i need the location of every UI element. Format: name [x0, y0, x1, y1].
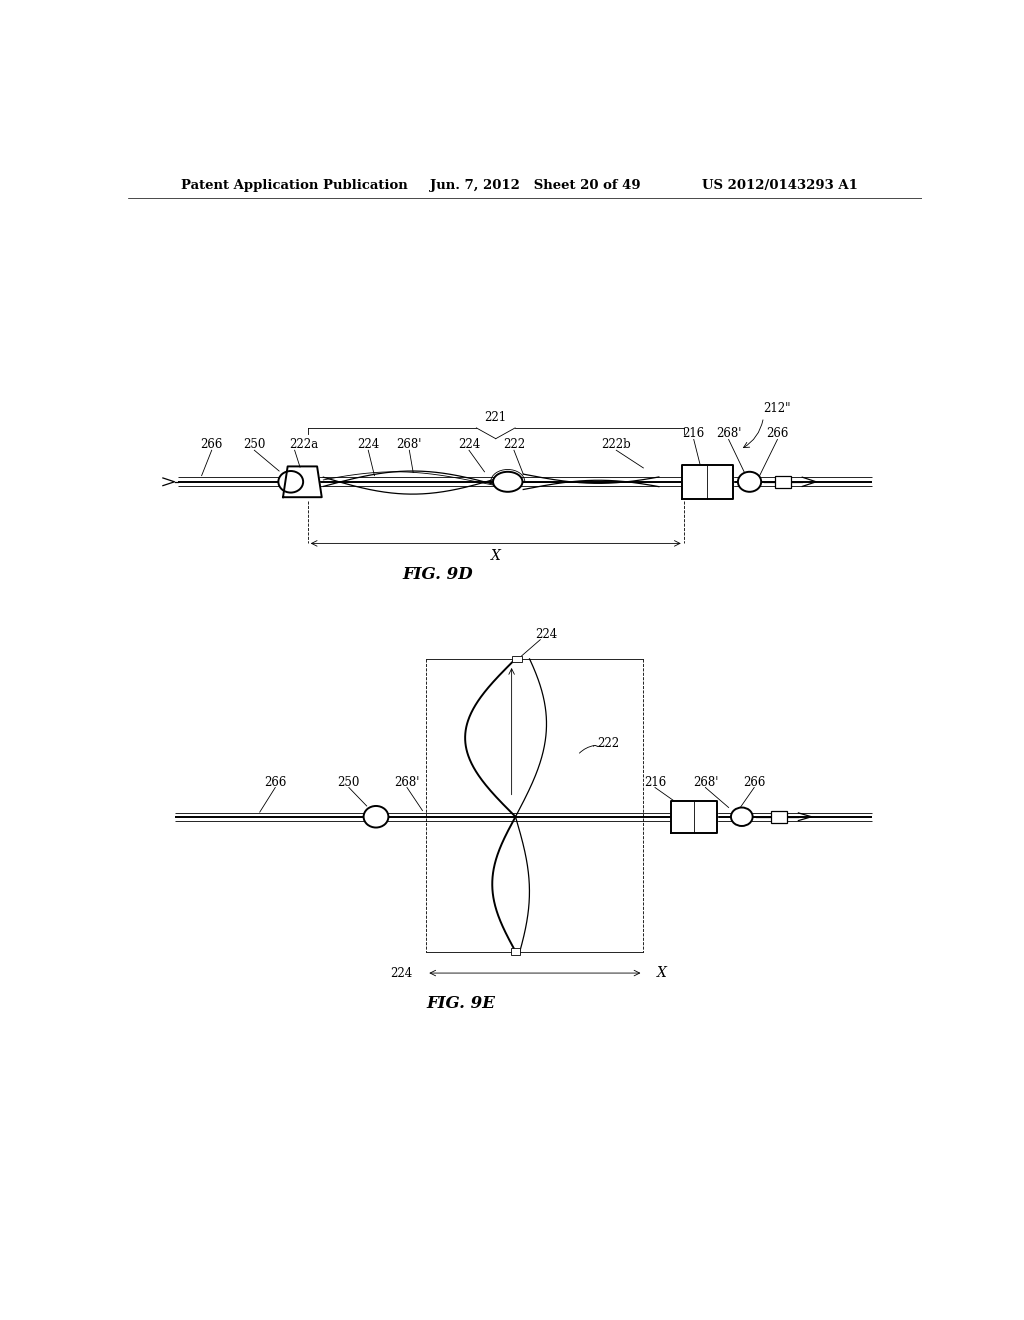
Text: 222: 222	[597, 737, 618, 750]
Text: 268': 268'	[716, 426, 741, 440]
Text: 266: 266	[201, 438, 223, 451]
Text: 266: 266	[743, 776, 765, 788]
Text: ~: ~	[592, 742, 601, 752]
Text: 268': 268'	[396, 438, 422, 451]
Text: 250: 250	[338, 776, 360, 788]
Text: 224: 224	[357, 438, 379, 451]
Text: X: X	[657, 966, 668, 979]
Polygon shape	[682, 465, 732, 499]
Bar	[512, 656, 521, 663]
Bar	[511, 948, 520, 954]
Ellipse shape	[493, 471, 522, 492]
Text: 266: 266	[264, 776, 287, 788]
Ellipse shape	[731, 808, 753, 826]
Text: 266: 266	[766, 426, 788, 440]
Text: Patent Application Publication: Patent Application Publication	[180, 178, 408, 191]
Ellipse shape	[738, 471, 761, 492]
Text: 222: 222	[503, 438, 525, 451]
Bar	[771, 810, 786, 822]
Text: 268': 268'	[394, 776, 420, 788]
Polygon shape	[671, 800, 717, 833]
Text: 222a: 222a	[289, 438, 318, 451]
Text: 216: 216	[644, 776, 667, 788]
Text: 216: 216	[683, 426, 705, 440]
Bar	[775, 475, 791, 488]
Text: X: X	[490, 549, 501, 562]
Text: 222b: 222b	[601, 438, 631, 451]
Text: FIG. 9E: FIG. 9E	[427, 995, 496, 1012]
Text: US 2012/0143293 A1: US 2012/0143293 A1	[701, 178, 857, 191]
Text: 212": 212"	[764, 403, 791, 416]
Ellipse shape	[279, 471, 303, 492]
Text: 221: 221	[484, 411, 507, 424]
Text: 224: 224	[458, 438, 480, 451]
Text: 250: 250	[243, 438, 265, 451]
Text: 224: 224	[536, 628, 558, 640]
Ellipse shape	[364, 807, 388, 828]
Text: 224: 224	[390, 966, 413, 979]
Text: 268': 268'	[692, 776, 718, 788]
Polygon shape	[283, 466, 322, 498]
Text: Jun. 7, 2012   Sheet 20 of 49: Jun. 7, 2012 Sheet 20 of 49	[430, 178, 641, 191]
Text: FIG. 9D: FIG. 9D	[402, 566, 473, 582]
